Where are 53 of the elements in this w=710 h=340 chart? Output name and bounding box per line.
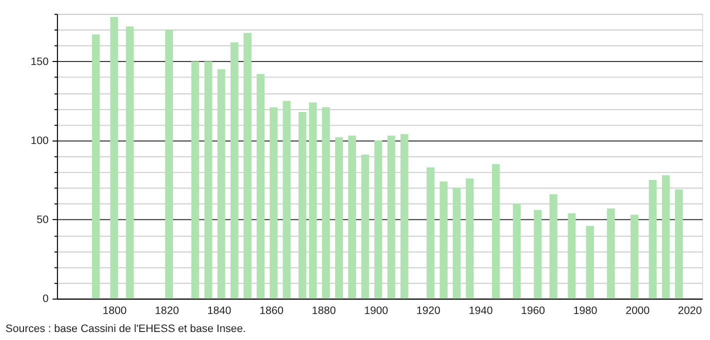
bar (492, 164, 500, 299)
bar (165, 30, 173, 299)
y-tick-label: 0 (42, 293, 49, 306)
x-tick-label: 1900 (364, 304, 388, 317)
bar (244, 32, 252, 299)
bar (191, 61, 200, 299)
y-tick-label: 100 (30, 134, 49, 147)
x-tick-label: 1820 (154, 304, 179, 317)
bar (662, 175, 670, 299)
bar (126, 26, 134, 299)
bar (204, 61, 212, 299)
x-tick-label: 1880 (312, 304, 336, 317)
bar (374, 140, 382, 299)
bar (568, 213, 576, 299)
x-tick-label: 1980 (573, 304, 598, 317)
bar (586, 226, 594, 299)
y-tick-label: 50 (36, 214, 49, 226)
bar (322, 107, 330, 299)
bar (92, 34, 100, 299)
bar (335, 137, 343, 299)
bar (348, 136, 356, 299)
x-tick-label: 1860 (260, 304, 284, 317)
x-tick-label: 1840 (207, 304, 232, 317)
bar (550, 194, 558, 299)
x-tick-label: 2020 (678, 304, 702, 317)
bar (217, 69, 226, 299)
bar (400, 134, 408, 299)
y-tick-label: 150 (30, 56, 49, 68)
bar (426, 167, 434, 299)
bar (270, 107, 278, 299)
bar (534, 210, 542, 299)
bar (607, 208, 615, 299)
bar (648, 180, 657, 299)
x-tick-label: 1920 (416, 304, 440, 317)
bar (675, 189, 683, 299)
bar (630, 214, 638, 299)
bar (282, 100, 291, 299)
bar (256, 74, 265, 299)
x-tick-label: 1960 (520, 304, 546, 317)
bar (298, 112, 306, 299)
bar (361, 154, 370, 299)
bar (466, 178, 474, 299)
bar (308, 102, 317, 299)
bar (512, 204, 521, 299)
bar (230, 42, 238, 299)
bar (387, 136, 396, 299)
bar (440, 182, 448, 299)
bar (452, 188, 461, 299)
x-tick-label: 2000 (626, 304, 650, 317)
source-note: Sources : base Cassini de l'EHESS et base Insee. (6, 323, 246, 336)
x-tick-label: 1800 (102, 304, 127, 317)
x-tick-label: 1940 (468, 304, 493, 317)
bar (110, 17, 118, 299)
